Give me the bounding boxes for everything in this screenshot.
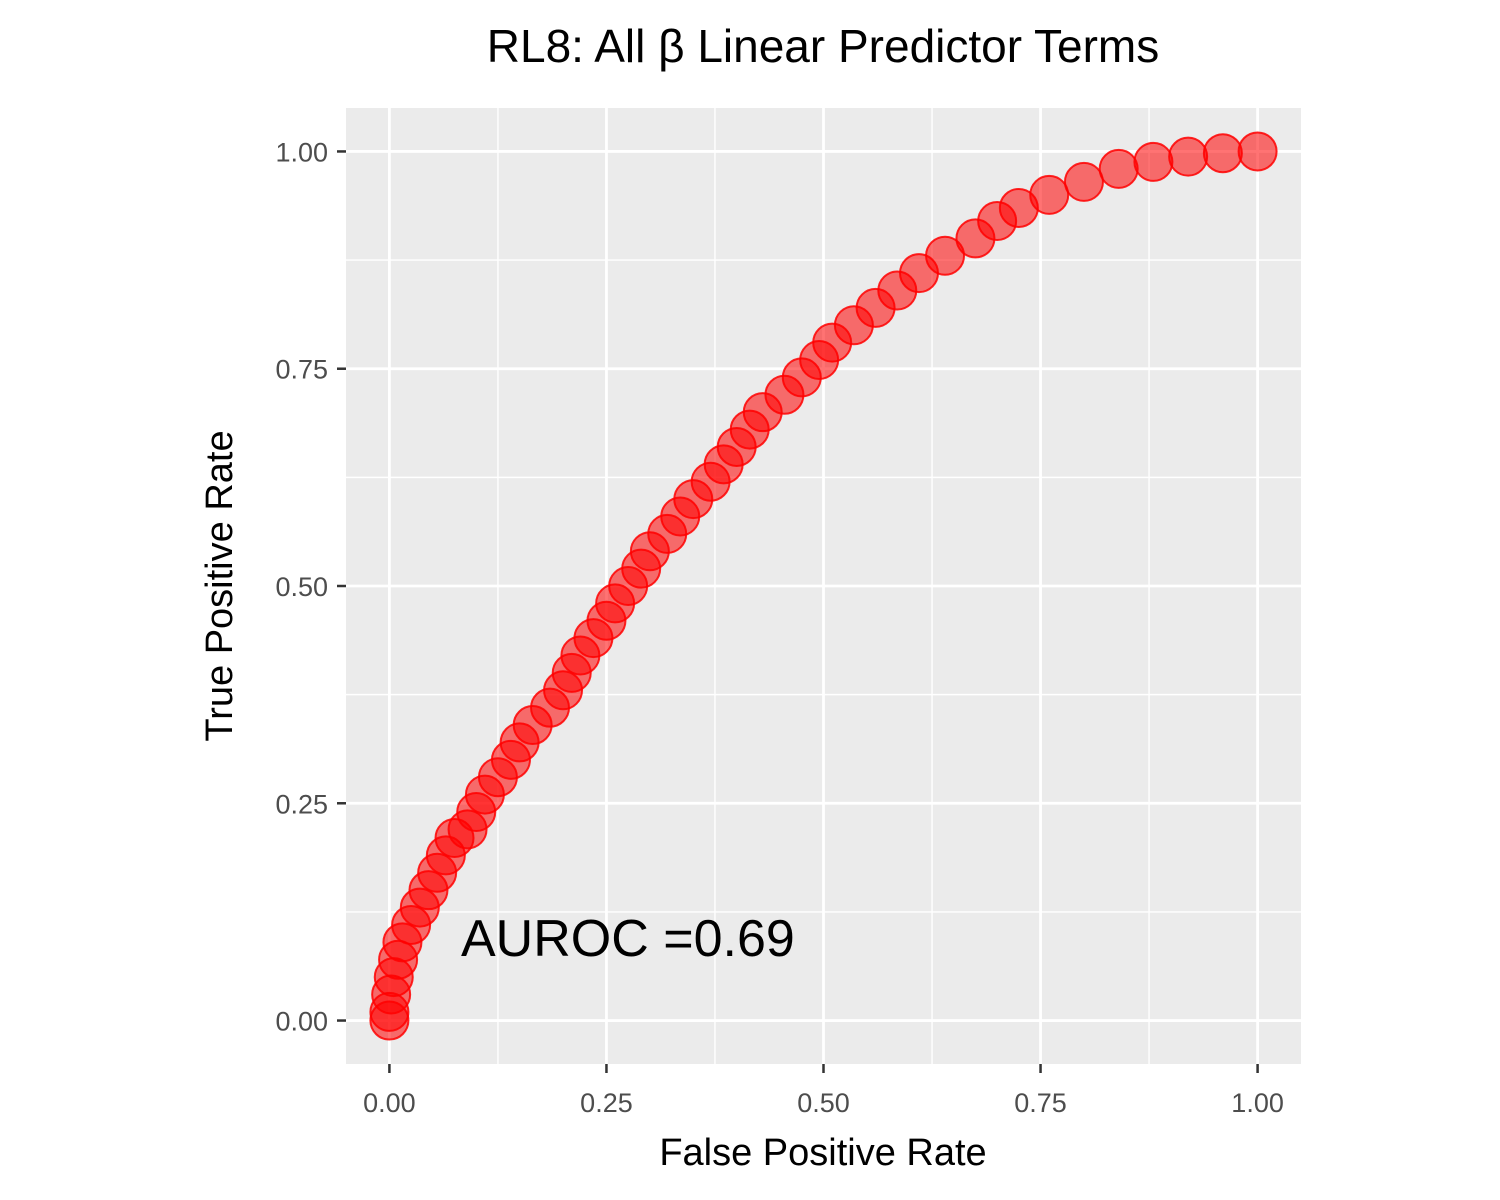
y-axis-title: True Positive Rate — [199, 430, 241, 741]
roc-point — [1168, 136, 1209, 177]
y-tick-label: 1.00 — [275, 137, 328, 167]
y-tick-label: 0.50 — [275, 572, 328, 602]
x-tick-label: 0.25 — [580, 1088, 633, 1118]
y-axis-ticks: 0.00 0.25 0.50 0.75 1.00 — [275, 137, 346, 1037]
roc-point — [925, 235, 966, 276]
roc-point — [1237, 131, 1278, 172]
x-tick-label: 0.00 — [363, 1088, 416, 1118]
x-axis-title: False Positive Rate — [659, 1132, 986, 1174]
auroc-annotation: AUROC =0.69 — [461, 910, 795, 968]
chart-title: RL8: All β Linear Predictor Terms — [487, 20, 1159, 72]
x-tick-label: 0.75 — [1014, 1088, 1067, 1118]
roc-points — [369, 131, 1278, 1041]
x-axis-ticks: 0.00 0.25 0.50 0.75 1.00 — [363, 1064, 1284, 1118]
roc-point — [1029, 174, 1070, 215]
roc-point — [1098, 148, 1139, 189]
roc-point — [1133, 141, 1174, 182]
x-tick-label: 1.00 — [1231, 1088, 1284, 1118]
roc-point — [1063, 161, 1104, 202]
y-tick-label: 0.25 — [275, 789, 328, 819]
x-tick-label: 0.50 — [797, 1088, 850, 1118]
y-tick-label: 0.00 — [275, 1007, 328, 1037]
y-tick-label: 0.75 — [275, 355, 328, 385]
roc-point — [1202, 133, 1243, 174]
